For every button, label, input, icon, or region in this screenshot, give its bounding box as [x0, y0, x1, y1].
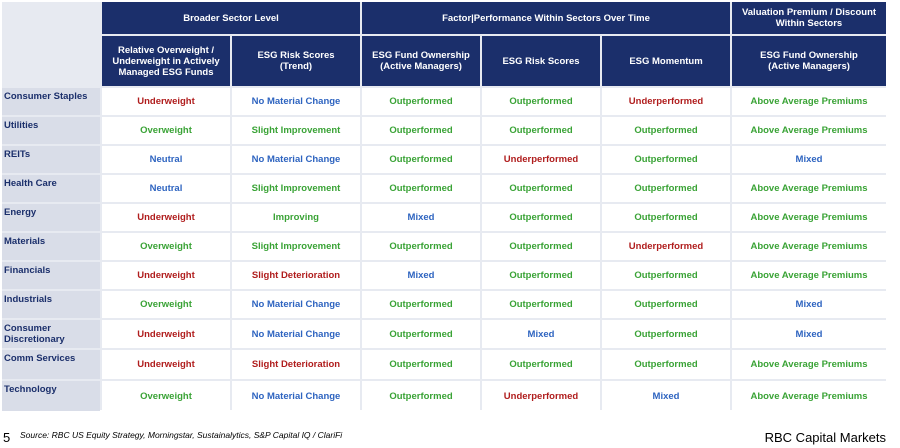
table-cell: No Material Change: [232, 88, 360, 115]
row-label: Comm Services: [2, 350, 100, 379]
table-cell: Outperformed: [362, 117, 480, 144]
group-header-valuation: Valuation Premium / Discount Within Sect…: [732, 2, 886, 34]
table-cell: Outperformed: [602, 175, 730, 202]
table-cell: Mixed: [602, 381, 730, 411]
table-cell: Outperformed: [602, 204, 730, 231]
table-cell: Neutral: [102, 175, 230, 202]
table-cell: Outperformed: [482, 88, 600, 115]
table-cell: Outperformed: [602, 291, 730, 318]
table-cell: Outperformed: [482, 175, 600, 202]
table-cell: Outperformed: [362, 350, 480, 379]
row-label: Energy: [2, 204, 100, 231]
table-cell: Overweight: [102, 233, 230, 260]
table-cell: Underweight: [102, 350, 230, 379]
table-cell: Underweight: [102, 204, 230, 231]
table-cell: Outperformed: [482, 204, 600, 231]
table-cell: Underperformed: [602, 233, 730, 260]
table-cell: Underweight: [102, 88, 230, 115]
row-label: Consumer Discretionary: [2, 320, 100, 348]
table-cell: Underperformed: [482, 381, 600, 411]
table-cell: Outperformed: [602, 320, 730, 348]
table-cell: Outperformed: [602, 262, 730, 289]
table-cell: Outperformed: [362, 146, 480, 173]
table-cell: Above Average Premiums: [732, 88, 886, 115]
table-cell: Slight Improvement: [232, 175, 360, 202]
table-cell: Above Average Premiums: [732, 381, 886, 411]
table-cell: Underweight: [102, 262, 230, 289]
table-cell: Underweight: [102, 320, 230, 348]
table-cell: Outperformed: [482, 262, 600, 289]
group-header-factor: Factor|Performance Within Sectors Over T…: [362, 2, 730, 34]
table-cell: Outperformed: [482, 117, 600, 144]
row-label: REITs: [2, 146, 100, 173]
brand-name: RBC Capital Markets: [764, 430, 886, 445]
table-cell: Overweight: [102, 291, 230, 318]
table-cell: Mixed: [362, 262, 480, 289]
table-cell: Mixed: [362, 204, 480, 231]
sector-esg-table: Broader Sector Level Factor|Performance …: [2, 2, 886, 411]
column-header: ESG Fund Ownership (Active Managers): [732, 36, 886, 86]
table-cell: Mixed: [732, 146, 886, 173]
table-cell: Outperformed: [362, 175, 480, 202]
table-cell: Underperformed: [602, 88, 730, 115]
table-cell: Outperformed: [362, 88, 480, 115]
table-cell: No Material Change: [232, 320, 360, 348]
table-cell: Outperformed: [602, 117, 730, 144]
table-cell: Outperformed: [482, 350, 600, 379]
row-label: Materials: [2, 233, 100, 260]
table-cell: Slight Deterioration: [232, 262, 360, 289]
table-cell: Above Average Premiums: [732, 117, 886, 144]
column-header: ESG Risk Scores (Trend): [232, 36, 360, 86]
column-header: Relative Overweight / Underweight in Act…: [102, 36, 230, 86]
row-label: Financials: [2, 262, 100, 289]
column-header: ESG Fund Ownership (Active Managers): [362, 36, 480, 86]
table-cell: Slight Improvement: [232, 233, 360, 260]
table-cell: Slight Improvement: [232, 117, 360, 144]
table-cell: Outperformed: [362, 291, 480, 318]
table-cell: Outperformed: [602, 146, 730, 173]
table-cell: Mixed: [732, 291, 886, 318]
table-cell: Mixed: [732, 320, 886, 348]
row-label: Technology: [2, 381, 100, 411]
table-cell: Above Average Premiums: [732, 233, 886, 260]
row-label: Health Care: [2, 175, 100, 202]
table-cell: Above Average Premiums: [732, 175, 886, 202]
table-cell: Overweight: [102, 117, 230, 144]
table-cell: Outperformed: [362, 381, 480, 411]
table-cell: No Material Change: [232, 381, 360, 411]
page-number: 5: [3, 430, 11, 445]
table-cell: Above Average Premiums: [732, 350, 886, 379]
table-cell: Slight Deterioration: [232, 350, 360, 379]
row-label: Utilities: [2, 117, 100, 144]
table-cell: Mixed: [482, 320, 600, 348]
column-header: ESG Momentum: [602, 36, 730, 86]
table-cell: Neutral: [102, 146, 230, 173]
table-cell: Above Average Premiums: [732, 262, 886, 289]
table-cell: No Material Change: [232, 146, 360, 173]
table-cell: No Material Change: [232, 291, 360, 318]
table-cell: Outperformed: [482, 233, 600, 260]
source-note: Source: RBC US Equity Strategy, Mornings…: [20, 430, 343, 440]
table-cell: Outperformed: [482, 291, 600, 318]
row-label: Industrials: [2, 291, 100, 318]
column-header: ESG Risk Scores: [482, 36, 600, 86]
table-cell: Above Average Premiums: [732, 204, 886, 231]
table-cell: Outperformed: [362, 233, 480, 260]
row-label: Consumer Staples: [2, 88, 100, 115]
table-cell: Overweight: [102, 381, 230, 411]
table-cell: Underperformed: [482, 146, 600, 173]
table-cell: Outperformed: [362, 320, 480, 348]
group-header-broader: Broader Sector Level: [102, 2, 360, 34]
table-cell: Outperformed: [602, 350, 730, 379]
table-cell: Improving: [232, 204, 360, 231]
